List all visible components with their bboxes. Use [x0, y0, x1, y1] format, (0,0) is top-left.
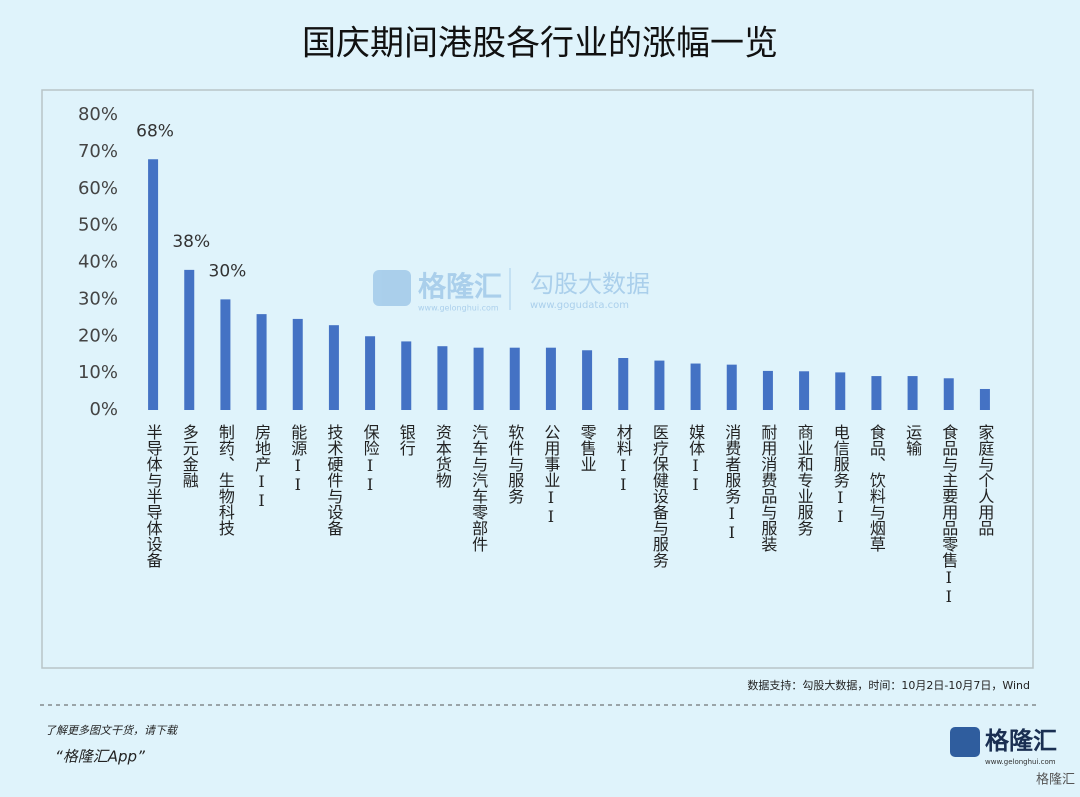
bar — [871, 376, 882, 410]
x-tick-label: 能源II — [288, 424, 307, 494]
x-tick-label: 媒体II — [686, 424, 705, 494]
bar — [473, 347, 484, 410]
plot-frame — [41, 89, 1034, 669]
watermark-brand: 格隆汇 — [418, 270, 502, 303]
x-tick-label: 消费者服务II — [722, 424, 741, 542]
bar — [835, 372, 846, 410]
chart-title: 国庆期间港股各行业的涨幅一览 — [302, 24, 778, 64]
x-tick-label: 公用事业II — [541, 424, 560, 526]
bar — [401, 341, 412, 410]
x-tick-label: 电信服务II — [831, 424, 850, 526]
x-tick-label: 食品与主要用品零售II — [939, 424, 958, 606]
bar — [256, 314, 267, 410]
x-tick-label: 商业和专业服务 — [795, 424, 814, 537]
watermark-partner-url: www.gogudata.com — [530, 300, 629, 311]
bar — [148, 159, 159, 410]
x-tick-label: 软件与服务 — [505, 424, 524, 505]
y-tick-label: 0% — [89, 399, 118, 420]
x-tick-label: 零售业 — [578, 424, 597, 472]
x-tick-label: 食品、饮料与烟草 — [867, 424, 886, 552]
bar — [726, 364, 737, 410]
y-tick-label: 60% — [78, 178, 118, 199]
bar — [762, 370, 773, 410]
y-tick-label: 80% — [78, 104, 118, 125]
bar — [907, 376, 918, 410]
source-note: 数据支持：勾股大数据，时间：10月2日-10月7日，Wind — [747, 678, 1030, 692]
bar — [328, 325, 339, 410]
bar — [220, 299, 231, 410]
x-tick-label: 银行 — [397, 424, 416, 457]
bar — [799, 371, 810, 410]
y-tick-label: 50% — [78, 215, 118, 236]
bar — [292, 318, 303, 410]
value-label: 38% — [172, 232, 210, 252]
bar — [509, 347, 520, 410]
y-tick-label: 20% — [78, 325, 118, 346]
footer-logo: 格隆汇 — [985, 727, 1057, 755]
y-tick-label: 10% — [78, 362, 118, 383]
footer-app: “格隆汇App” — [55, 748, 145, 766]
x-tick-label: 制药、生物科技 — [216, 424, 235, 537]
x-tick-label: 半导体与半导体设备 — [144, 424, 163, 568]
x-tick-label: 医疗保健设备与服务 — [650, 424, 669, 569]
x-tick-label: 汽车与汽车零部件 — [469, 424, 488, 552]
footer-note: 了解更多图文干货，请下载 — [45, 724, 179, 737]
bar — [690, 363, 701, 410]
y-tick-label: 70% — [78, 141, 118, 162]
bar — [654, 360, 665, 410]
bar — [943, 378, 954, 410]
x-tick-label: 运输 — [903, 424, 922, 456]
x-tick-label: 耐用消费品与服装 — [758, 424, 777, 552]
value-label: 68% — [136, 121, 174, 141]
bar — [365, 336, 376, 410]
value-label: 30% — [209, 261, 247, 281]
watermark-brand-url: www.gelonghui.com — [418, 304, 499, 313]
bar — [618, 358, 629, 410]
y-tick-label: 30% — [78, 288, 118, 309]
watermark-partner: 勾股大数据 — [530, 270, 650, 298]
bar — [184, 269, 195, 410]
footer-logo-icon — [950, 727, 980, 757]
watermark-logo — [373, 270, 411, 306]
footer-logo-url: www.gelonghui.com — [985, 758, 1056, 766]
x-tick-label: 材料II — [614, 424, 633, 494]
x-tick-label: 房地产II — [252, 424, 271, 510]
y-tick-label: 40% — [78, 252, 118, 273]
x-tick-label: 家庭与个人用品 — [975, 424, 994, 536]
corner-mark: 格隆汇 — [1036, 772, 1075, 788]
bar — [979, 388, 990, 410]
x-tick-label: 资本货物 — [433, 424, 452, 489]
bar — [545, 347, 556, 410]
bar — [582, 350, 593, 410]
x-tick-label: 多元金融 — [180, 424, 199, 489]
bar — [437, 346, 448, 410]
x-tick-label: 技术硬件与设备 — [324, 424, 343, 536]
x-tick-label: 保险II — [361, 424, 380, 494]
watermark: 格隆汇 www.gelonghui.com 勾股大数据 www.gogudata… — [373, 268, 650, 313]
